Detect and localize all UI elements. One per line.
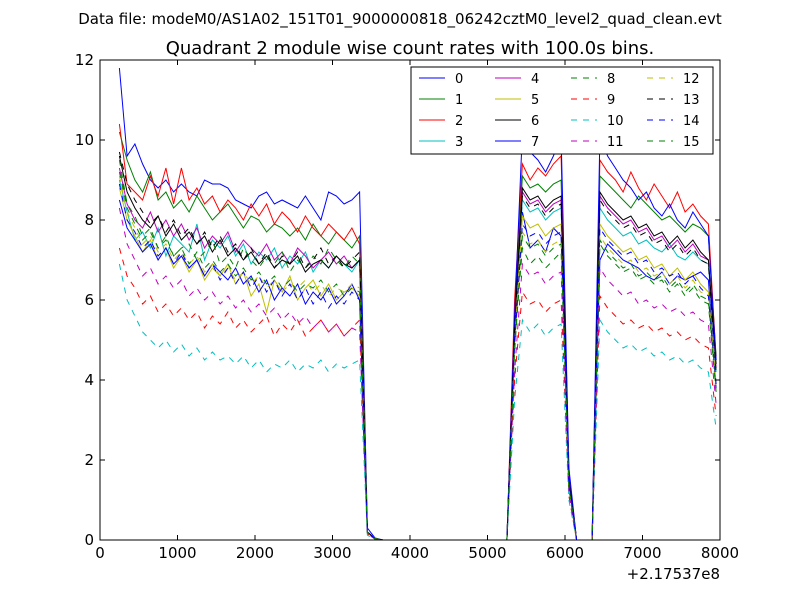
y-tick-label: 2 <box>84 451 94 469</box>
x-tick-label: 7000 <box>623 544 661 562</box>
series-line-4 <box>118 167 717 540</box>
chart-title: Quadrant 2 module wise count rates with … <box>166 38 655 59</box>
y-tick-label: 8 <box>84 211 94 229</box>
x-tick-label: 4000 <box>391 544 429 562</box>
legend-label-0: 0 <box>455 72 463 87</box>
y-tick-label: 12 <box>75 51 94 69</box>
series-line-12 <box>118 175 717 540</box>
series-line-10 <box>118 263 717 540</box>
series-line-6 <box>118 155 717 540</box>
x-tick-label: 5000 <box>468 544 506 562</box>
y-tick-label: 4 <box>84 371 94 389</box>
series-line-15 <box>118 171 717 540</box>
legend-label-10: 10 <box>607 114 624 129</box>
legend-label-7: 7 <box>531 135 539 150</box>
series-line-11 <box>118 207 717 540</box>
series-layer <box>118 67 717 540</box>
series-line-1 <box>118 131 717 540</box>
series-line-13 <box>118 151 717 540</box>
x-tick-label: 0 <box>95 544 105 562</box>
series-line-3 <box>118 179 717 540</box>
legend-label-11: 11 <box>607 135 624 150</box>
legend-label-3: 3 <box>455 135 463 150</box>
legend-label-14: 14 <box>683 114 700 129</box>
legend-label-13: 13 <box>683 93 700 108</box>
legend-label-9: 9 <box>607 93 615 108</box>
x-tick-label: 3000 <box>313 544 351 562</box>
y-tick-label: 6 <box>84 291 94 309</box>
legend-label-15: 15 <box>683 135 700 150</box>
x-tick-label: 2000 <box>236 544 274 562</box>
legend-label-5: 5 <box>531 93 539 108</box>
series-line-7 <box>118 131 717 540</box>
legend-label-12: 12 <box>683 72 700 87</box>
axis-ticks: 0 1000 2000 3000 4000 5000 6000 7000 80000246810… <box>75 51 739 562</box>
series-line-9 <box>118 247 717 540</box>
legend-label-2: 2 <box>455 114 463 129</box>
legend-label-4: 4 <box>531 72 539 87</box>
series-line-2 <box>118 123 717 540</box>
x-offset-label: +2.17537e8 <box>627 565 720 583</box>
legend-label-1: 1 <box>455 93 463 108</box>
x-tick-label: 1000 <box>158 544 196 562</box>
x-tick-label: 8000 <box>701 544 739 562</box>
legend-label-6: 6 <box>531 114 539 129</box>
legend-box <box>410 66 714 155</box>
figure-suptitle: Data file: modeM0/AS1A02_151T01_90000008… <box>78 10 722 29</box>
y-tick-label: 10 <box>75 131 94 149</box>
legend-label-8: 8 <box>607 72 615 87</box>
series-line-0 <box>118 67 717 540</box>
series-line-14 <box>118 183 717 540</box>
x-tick-label: 6000 <box>546 544 584 562</box>
y-tick-label: 0 <box>84 531 94 549</box>
series-line-8 <box>118 159 717 540</box>
